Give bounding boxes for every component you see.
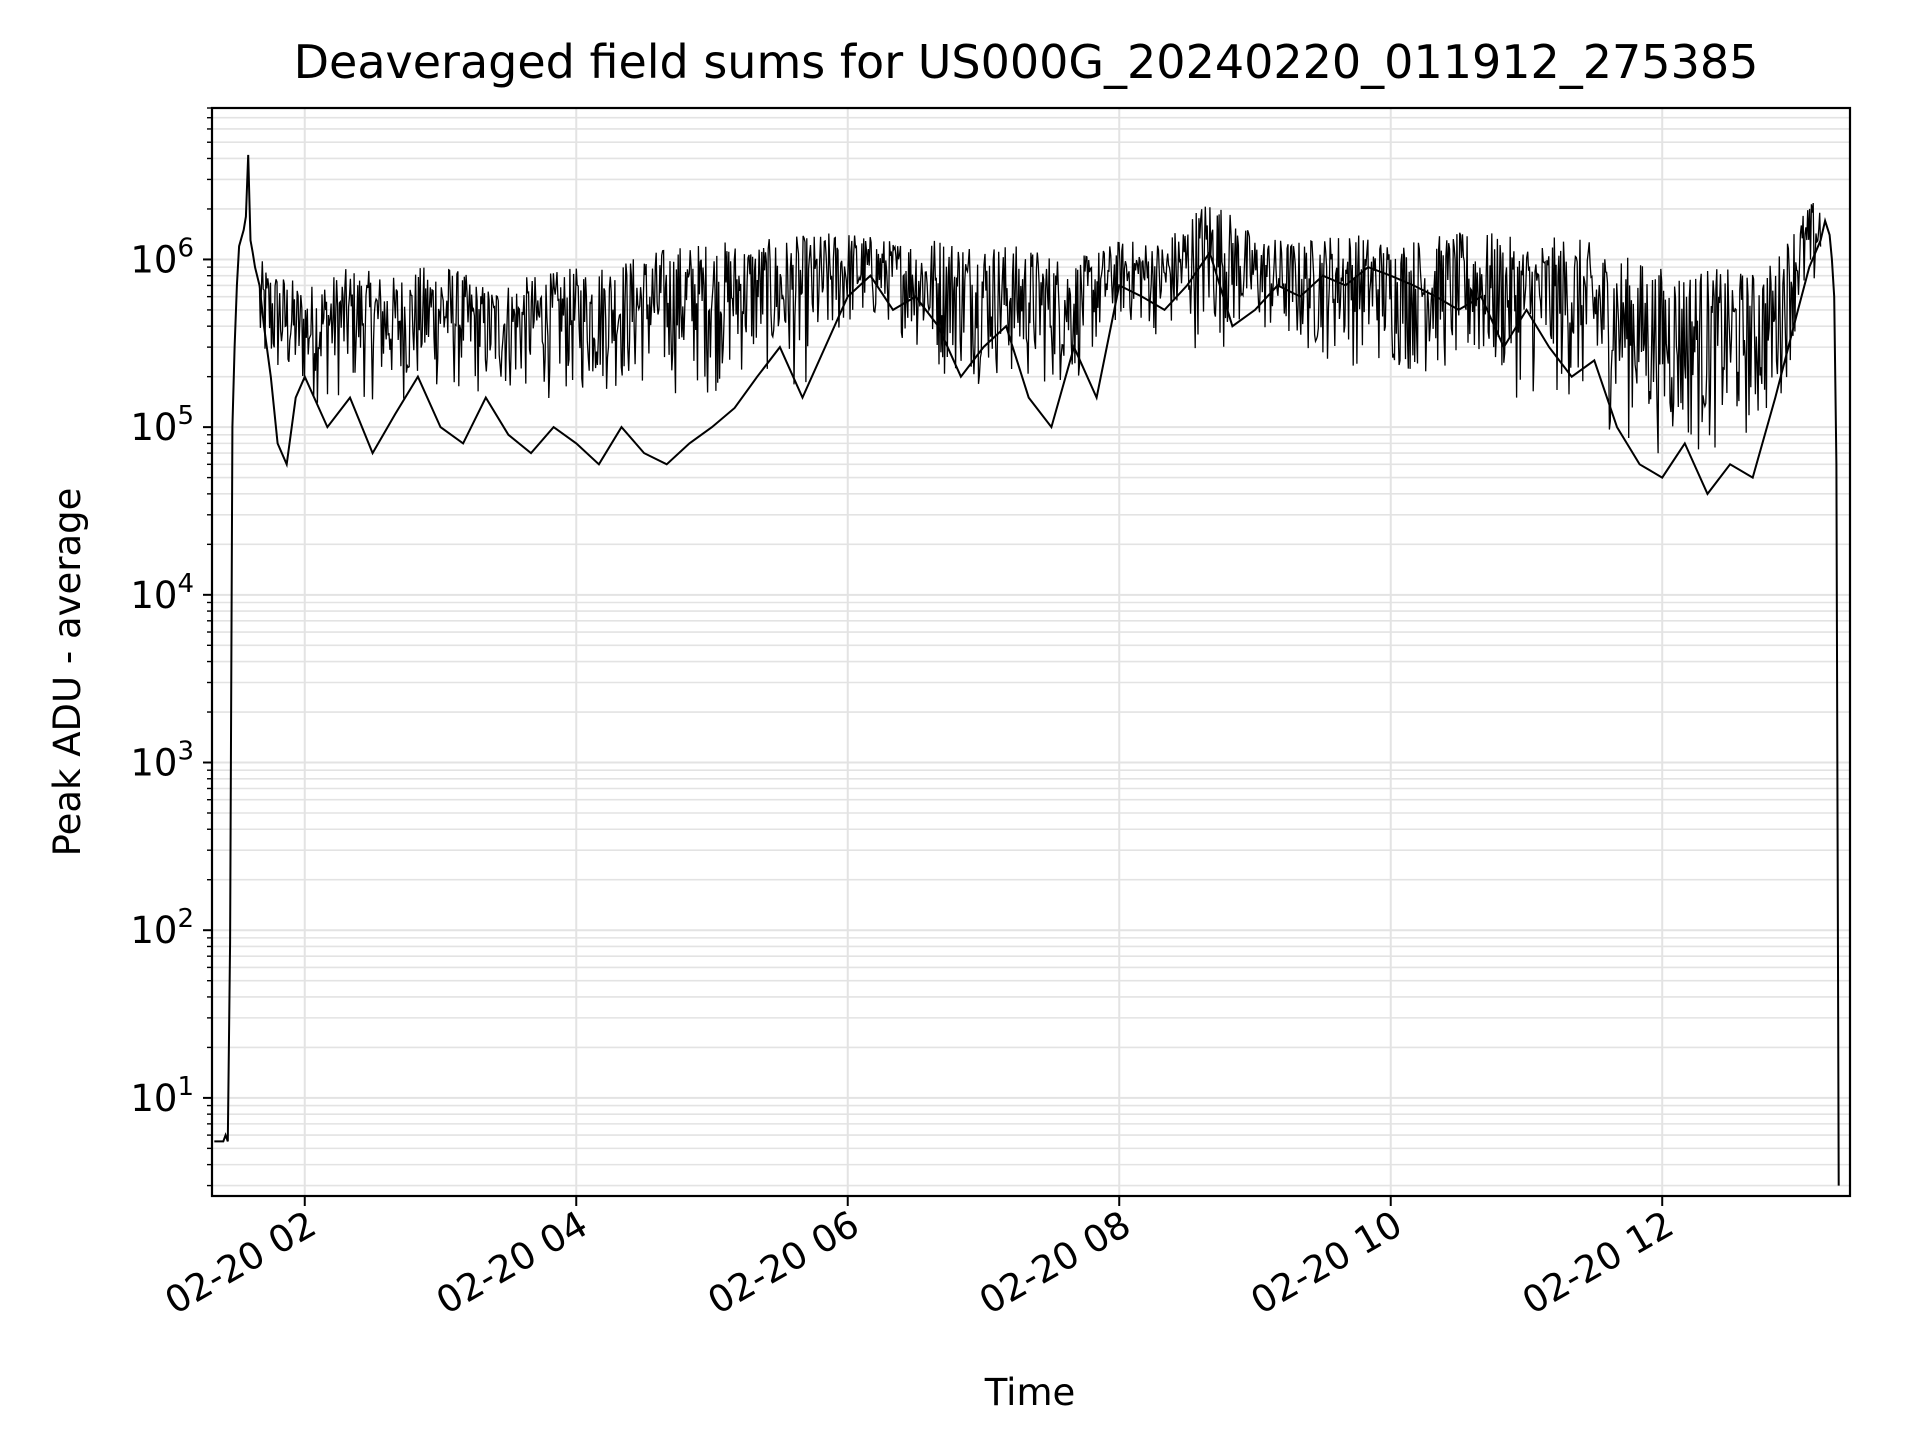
y-axis-ticks: 101 102 103 104 105 106 [130, 107, 212, 1187]
data-series [214, 154, 1840, 1186]
series-noise-line [258, 202, 1822, 454]
y-tick-label: 101 [130, 1072, 194, 1120]
grid [212, 107, 1850, 1196]
chart-title: Deaveraged field sums for US000G_2024022… [294, 35, 1759, 89]
y-tick-label: 102 [130, 904, 194, 952]
y-axis-label: Peak ADU - average [46, 488, 89, 857]
x-axis-label: Time [984, 1371, 1076, 1414]
plot-frame [210, 106, 1852, 1198]
y-tick-label: 106 [130, 233, 194, 281]
series-line [214, 154, 1840, 1186]
data-envelope [258, 202, 1822, 454]
y-tick-label: 103 [130, 737, 194, 785]
y-tick-label: 104 [130, 569, 194, 617]
y-tick-label: 105 [130, 401, 194, 449]
